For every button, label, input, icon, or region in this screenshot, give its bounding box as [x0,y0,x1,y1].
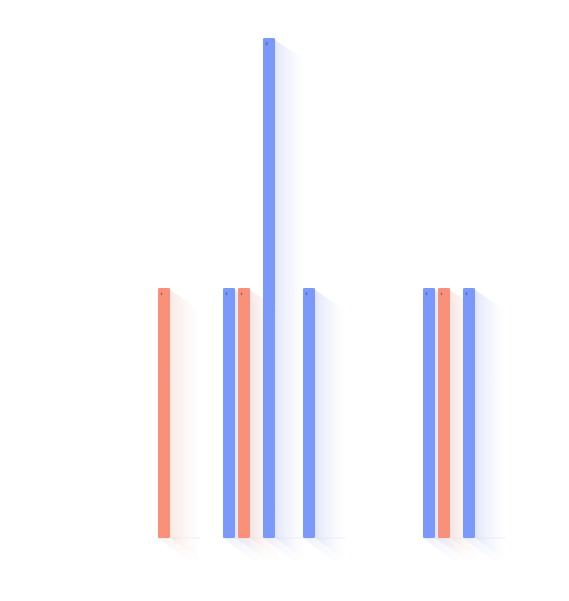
bar-blue[interactable] [223,288,235,538]
bar-orange[interactable] [238,288,250,538]
bar-shadow [315,290,345,560]
bar-shadows [158,40,505,560]
bar-value-label: 1 [226,291,229,296]
bar-shadow [475,290,505,560]
bar-floor-shadow [158,538,200,560]
bar-shadow [275,40,305,560]
bar-value-label: 1 [241,291,244,296]
bar-blue[interactable] [303,288,315,538]
bar-value-label: 1 [426,291,429,296]
bar-value-label: 2 [266,41,269,46]
bar-floor-shadow [423,538,465,560]
bar-value-label: 1 [306,291,309,296]
bar-value-label: 1 [161,291,164,296]
value-labels: 1 1 1 2 1 1 1 1 [161,41,469,296]
bar-floor-shadow [263,538,305,560]
bar-blue[interactable] [423,288,435,538]
bar-orange[interactable] [158,288,170,538]
bar-blue[interactable] [463,288,475,538]
bar-shadow [170,290,200,560]
bar-blue[interactable] [263,38,275,538]
bars [158,38,475,538]
bar-value-label: 1 [441,291,444,296]
bar-value-label: 1 [466,291,469,296]
bar-floor-shadow [303,538,345,560]
bar-floor-shadow [238,538,280,560]
bar-orange[interactable] [438,288,450,538]
bar-floor-shadow [438,538,480,560]
bar-floor-shadow [463,538,505,560]
bar-floor-shadow [223,538,265,560]
